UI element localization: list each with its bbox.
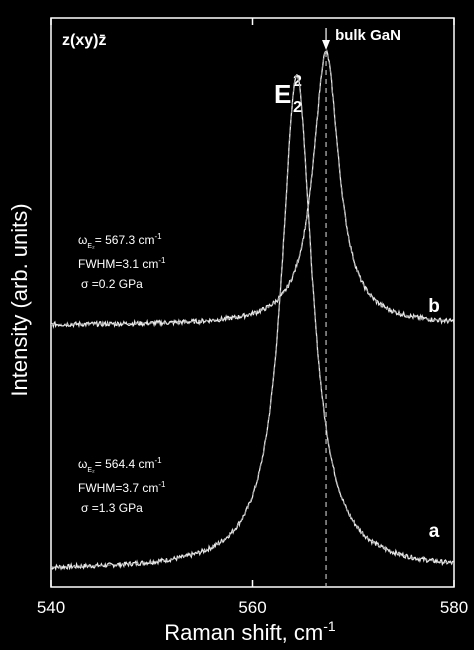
annotation-b-omega: ωE₂= 567.3 cm-1 [78, 232, 162, 250]
scattering-geometry-label: z(xy)z̄ [62, 32, 106, 49]
spectrum-b-label: b [428, 296, 440, 317]
x-tick-label: 580 [440, 598, 468, 617]
x-axis-title: Raman shift, cm-1 [164, 618, 336, 645]
axis-ticks: 540 560 580 [37, 18, 468, 617]
spectra: ab [50, 49, 455, 572]
y-axis-title: Intensity (arb. units) [7, 203, 32, 396]
x-tick-label: 560 [238, 598, 266, 617]
annotation-b-fwhm: FWHM=3.1 cm-1 [78, 256, 166, 271]
annotation-b: ωE₂= 567.3 cm-1 FWHM=3.1 cm-1 σ =0.2 GPa [78, 232, 166, 291]
spectrum-a-measured [50, 73, 455, 572]
spectrum-b-fit [51, 51, 455, 325]
annotation-a: ωE₂= 564.4 cm-1 FWHM=3.7 cm-1 σ =1.3 GPa [78, 456, 166, 515]
reference-line-label: bulk GaN [335, 27, 401, 44]
annotation-a-fwhm: FWHM=3.7 cm-1 [78, 480, 166, 495]
x-tick-label: 540 [37, 598, 65, 617]
annotation-b-stress: σ =0.2 GPa [81, 277, 143, 291]
spectrum-a-label: a [429, 521, 440, 542]
spectrum-a-fit [50, 74, 455, 568]
reference-line-group [322, 28, 331, 587]
annotation-a-omega: ωE₂= 564.4 cm-1 [78, 456, 162, 474]
annotation-a-stress: σ =1.3 GPa [81, 501, 143, 515]
reference-arrow-head [322, 40, 331, 50]
